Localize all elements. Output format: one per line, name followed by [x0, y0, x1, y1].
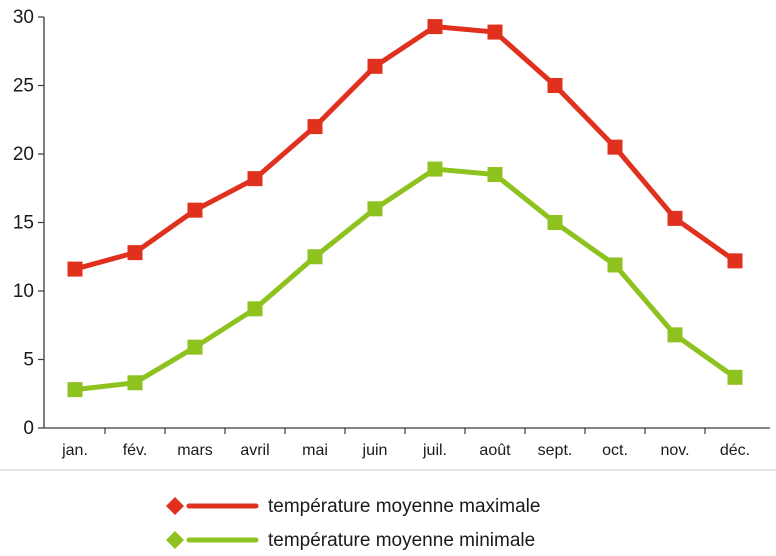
legend-label: température moyenne maximale — [268, 496, 540, 517]
data-point — [727, 369, 743, 385]
x-tick-label: nov. — [660, 442, 689, 459]
axes: 0 5 10 15 20 25 30 jan. fév. mars avril mai juin juil… — [0, 7, 776, 471]
x-tick-label: oct. — [602, 442, 628, 459]
data-point — [547, 78, 563, 93]
data-point — [67, 382, 83, 398]
series-line — [72, 166, 738, 393]
data-point — [607, 139, 623, 155]
x-tick-label: avril — [240, 442, 269, 459]
data-point — [427, 161, 443, 177]
data-point — [187, 202, 203, 218]
data-point — [127, 245, 143, 261]
y-tick-label: 0 — [23, 418, 34, 439]
x-tick-label: déc. — [720, 442, 750, 459]
x-tick-label: mars — [177, 442, 213, 459]
x-tick-label: août — [479, 442, 511, 459]
legend: température moyenne maximale température … — [166, 496, 540, 551]
series-max — [67, 19, 743, 277]
y-tick-label: 5 — [23, 350, 34, 371]
data-point — [67, 261, 83, 277]
x-tick-label: juil. — [422, 442, 447, 459]
data-point — [667, 210, 683, 226]
data-point — [427, 19, 443, 35]
series-line — [72, 24, 738, 272]
y-tick-label: 25 — [13, 76, 34, 97]
data-point — [247, 171, 263, 187]
data-point — [727, 253, 743, 269]
data-point — [307, 119, 323, 135]
series-min — [67, 161, 743, 398]
data-point — [247, 301, 263, 317]
data-point — [607, 257, 623, 273]
y-tick-label: 30 — [13, 7, 34, 28]
data-point — [487, 24, 503, 40]
series-group — [67, 19, 743, 398]
data-point — [367, 201, 383, 217]
data-point — [367, 58, 383, 74]
legend-marker-icon — [166, 531, 184, 549]
x-tick-label: juin — [362, 442, 388, 459]
data-point — [667, 327, 683, 343]
y-tick-label: 20 — [13, 144, 34, 165]
data-point — [487, 167, 503, 183]
data-point — [307, 249, 323, 265]
data-point — [187, 339, 203, 355]
y-tick-label: 10 — [13, 281, 34, 302]
legend-item-max: température moyenne maximale — [166, 496, 540, 517]
x-tick-label: mai — [302, 442, 328, 459]
legend-label: température moyenne minimale — [268, 530, 535, 551]
legend-item-min: température moyenne minimale — [166, 530, 535, 551]
x-tick-label: fév. — [123, 442, 148, 459]
legend-marker-icon — [166, 497, 184, 515]
x-tick-label: sept. — [538, 442, 573, 459]
x-tick-label: jan. — [61, 442, 88, 459]
y-tick-label: 15 — [13, 213, 34, 234]
data-point — [127, 375, 143, 391]
data-point — [547, 215, 563, 230]
